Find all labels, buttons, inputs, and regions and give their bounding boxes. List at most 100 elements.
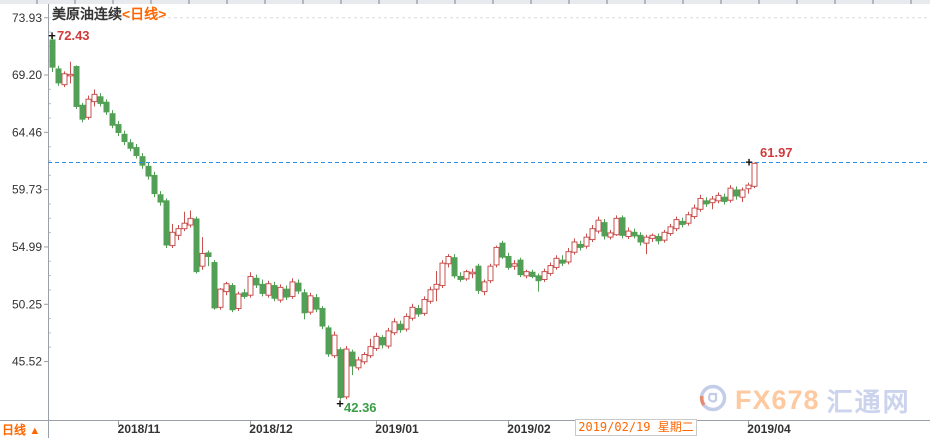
period-indicator[interactable]: 日线 ▲	[2, 421, 40, 438]
candle-body	[457, 275, 464, 280]
candle-body	[301, 292, 308, 314]
candle-body	[541, 271, 548, 280]
y-axis-label: 54.99	[12, 240, 42, 254]
candle-body	[481, 281, 488, 293]
candle-body	[361, 354, 368, 363]
candle-body	[151, 174, 158, 195]
candle-body	[655, 236, 662, 242]
candle-body	[343, 348, 350, 398]
candle-body	[73, 66, 80, 107]
last-price-label: 61.97	[760, 145, 793, 160]
candle-body	[175, 228, 182, 236]
candle-body	[625, 230, 632, 238]
candle-body	[133, 147, 140, 156]
candle-body	[739, 189, 746, 198]
price-marker: +	[336, 396, 344, 411]
candle-body	[367, 346, 374, 357]
candle-body	[193, 218, 200, 273]
candle-body	[277, 286, 284, 301]
candle-body	[511, 263, 518, 267]
x-axis-label: 2019/04	[747, 422, 791, 436]
candle-body	[55, 68, 62, 84]
candle-body	[499, 242, 506, 258]
x-axis-label: 2019/01	[375, 422, 419, 436]
candle-body	[619, 217, 626, 236]
candle-body	[85, 98, 92, 118]
candle-body	[445, 256, 452, 265]
candle-body	[709, 198, 716, 204]
candle-body	[697, 197, 704, 210]
candle-body	[691, 207, 698, 218]
candle-body	[391, 321, 398, 334]
candle-body	[571, 241, 578, 253]
candle-body	[751, 162, 758, 187]
period-indicator-label: 日线	[2, 423, 27, 437]
candle-body	[211, 262, 218, 309]
candle-body	[475, 265, 482, 291]
candle-body	[397, 323, 404, 331]
candle-body	[517, 259, 524, 276]
candle-body	[145, 165, 152, 177]
candle-body	[589, 228, 596, 241]
candle-body	[595, 219, 602, 232]
candle-body	[493, 246, 500, 266]
candle-body	[205, 252, 212, 257]
candle-body	[565, 251, 572, 263]
candle-body	[67, 73, 74, 77]
candle-body	[637, 234, 644, 243]
time-scrollbar[interactable]	[0, 0, 930, 4]
candle-body	[583, 236, 590, 247]
candle-body	[607, 232, 614, 238]
price-marker: +	[48, 28, 56, 43]
candle-body	[409, 306, 416, 319]
candle-body	[373, 335, 380, 349]
candle-body	[733, 189, 740, 197]
candle-body	[415, 308, 422, 315]
candle-body	[325, 327, 332, 355]
candle-body	[157, 194, 164, 203]
candle-body	[79, 104, 86, 120]
candle-body	[523, 271, 530, 277]
candle-body	[385, 330, 392, 347]
candle-body	[529, 271, 536, 277]
candle-body	[295, 282, 302, 292]
candle-body	[307, 295, 314, 313]
candle-body	[229, 285, 236, 311]
candle-body	[115, 124, 122, 133]
candle-body	[61, 73, 68, 86]
candle-body	[355, 359, 362, 369]
x-axis-label: 2019/02	[507, 422, 551, 436]
candle-body	[703, 200, 710, 205]
candle-body	[685, 214, 692, 224]
candle-body	[505, 256, 512, 268]
candle-body	[313, 297, 320, 310]
chart-title: 美原油连续<日线>	[52, 4, 166, 24]
candle-body	[253, 277, 260, 286]
candle-body	[439, 262, 446, 287]
candle-body	[451, 257, 458, 277]
candle-body	[715, 194, 722, 202]
candle-body	[553, 257, 560, 268]
candle-body	[127, 142, 134, 149]
candle-body	[679, 220, 686, 225]
candle-body	[241, 292, 248, 297]
candle-body	[187, 217, 194, 226]
candle-body	[547, 265, 554, 274]
crosshair-date-box: 2019/02/19 星期二	[575, 419, 697, 436]
candle-body	[349, 351, 356, 367]
candle-body	[163, 200, 170, 246]
candle-body	[271, 285, 278, 299]
candle-body	[265, 283, 272, 296]
candle-body	[379, 337, 386, 346]
up-triangle-icon: ▲	[29, 425, 41, 437]
candle-body	[469, 271, 476, 275]
candle-body	[649, 234, 656, 239]
y-axis-label: 45.52	[12, 355, 42, 369]
x-axis-label: 2018/11	[118, 422, 161, 436]
candle-body	[289, 281, 296, 297]
candle-body	[199, 252, 206, 267]
candle-body	[403, 315, 410, 330]
candle-body	[337, 349, 344, 398]
